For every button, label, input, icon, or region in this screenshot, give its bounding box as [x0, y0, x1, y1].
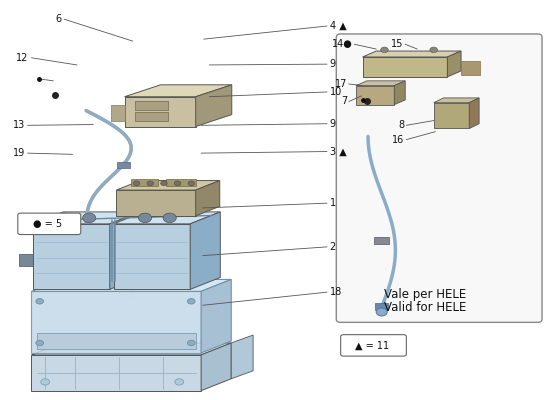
Circle shape [36, 340, 43, 346]
Polygon shape [19, 254, 33, 266]
Text: 18: 18 [329, 287, 342, 297]
Text: Valid for HELE: Valid for HELE [384, 301, 467, 314]
Polygon shape [116, 180, 220, 190]
Circle shape [188, 181, 195, 186]
Circle shape [139, 213, 152, 223]
Polygon shape [113, 212, 221, 224]
Text: 2: 2 [329, 242, 336, 252]
Text: designer
parts: designer parts [96, 272, 148, 303]
Circle shape [175, 379, 184, 385]
FancyBboxPatch shape [18, 213, 81, 234]
Circle shape [188, 340, 195, 346]
Circle shape [376, 308, 387, 316]
Polygon shape [231, 335, 253, 379]
Text: Vale per HELE: Vale per HELE [384, 288, 467, 301]
Polygon shape [110, 212, 140, 289]
Polygon shape [375, 303, 388, 310]
Circle shape [133, 181, 140, 186]
Polygon shape [111, 105, 124, 120]
Polygon shape [33, 212, 140, 224]
Polygon shape [116, 190, 196, 216]
Polygon shape [33, 224, 110, 289]
Text: ● = 5: ● = 5 [34, 219, 63, 229]
Text: 7: 7 [341, 96, 347, 106]
Polygon shape [356, 86, 394, 105]
Text: 9: 9 [329, 59, 336, 69]
Text: 1: 1 [329, 198, 336, 208]
Text: 8: 8 [399, 120, 405, 130]
Circle shape [82, 213, 96, 223]
Polygon shape [434, 103, 469, 128]
Polygon shape [135, 112, 168, 120]
Circle shape [188, 298, 195, 304]
Polygon shape [131, 179, 158, 186]
Circle shape [58, 213, 71, 223]
Text: ©: © [134, 211, 175, 253]
Polygon shape [113, 224, 190, 289]
Polygon shape [31, 280, 231, 291]
Polygon shape [190, 212, 221, 289]
Polygon shape [124, 85, 232, 97]
Text: 10: 10 [329, 87, 342, 97]
Polygon shape [201, 343, 231, 391]
Text: 19: 19 [13, 148, 25, 158]
Polygon shape [31, 343, 231, 355]
Polygon shape [124, 97, 196, 126]
Polygon shape [135, 101, 168, 110]
Polygon shape [374, 237, 389, 244]
Text: 9: 9 [329, 119, 336, 129]
Circle shape [174, 181, 181, 186]
Text: 15: 15 [391, 39, 404, 49]
Polygon shape [447, 51, 461, 77]
Polygon shape [362, 57, 447, 77]
Polygon shape [434, 98, 479, 103]
Polygon shape [356, 81, 405, 86]
Polygon shape [117, 162, 130, 168]
Text: 17: 17 [335, 79, 347, 89]
Text: 13: 13 [13, 120, 25, 130]
Polygon shape [196, 180, 220, 216]
Polygon shape [196, 85, 232, 126]
Text: 16: 16 [393, 135, 405, 145]
Text: 6: 6 [56, 14, 62, 24]
Polygon shape [461, 61, 480, 75]
Text: 3 ▲: 3 ▲ [329, 146, 346, 156]
Text: 14●: 14● [332, 39, 353, 49]
Circle shape [36, 298, 43, 304]
Polygon shape [469, 98, 479, 128]
Text: 4 ▲: 4 ▲ [329, 21, 346, 31]
Circle shape [147, 181, 153, 186]
Polygon shape [31, 291, 201, 353]
Polygon shape [394, 81, 405, 105]
Text: 12: 12 [16, 53, 29, 63]
Polygon shape [167, 179, 196, 186]
Polygon shape [201, 280, 231, 353]
Circle shape [381, 47, 388, 53]
FancyBboxPatch shape [340, 335, 406, 356]
Circle shape [41, 379, 50, 385]
Polygon shape [37, 333, 196, 349]
Text: since: since [159, 252, 205, 276]
Circle shape [163, 213, 176, 223]
Circle shape [430, 47, 438, 53]
Circle shape [161, 181, 167, 186]
Polygon shape [31, 355, 201, 391]
FancyBboxPatch shape [336, 34, 542, 322]
Text: ▲ = 11: ▲ = 11 [355, 340, 389, 350]
Polygon shape [362, 51, 461, 57]
